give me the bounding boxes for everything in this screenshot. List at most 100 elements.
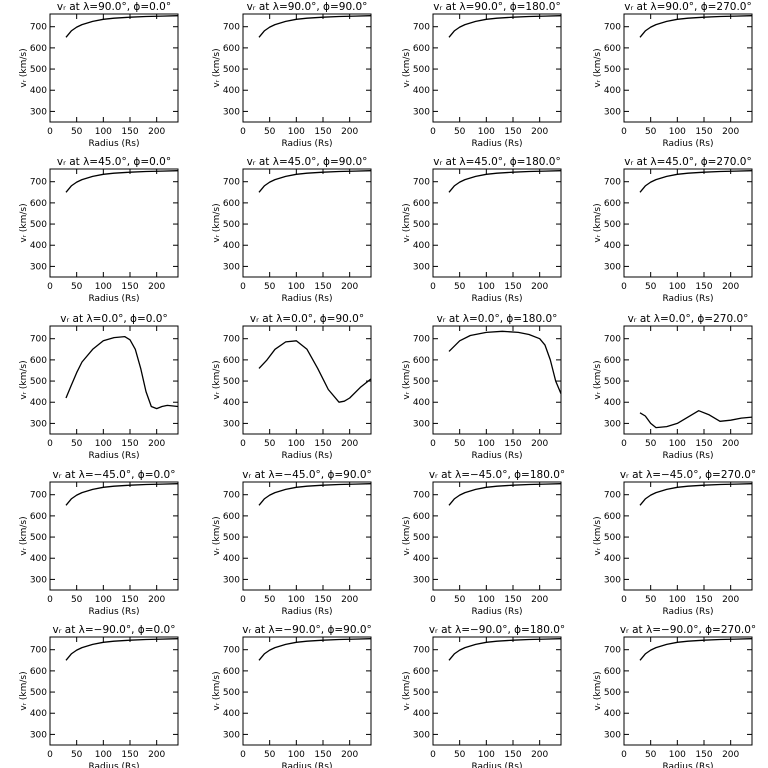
y-tick-label: 300 bbox=[30, 730, 47, 740]
y-tick-label: 600 bbox=[30, 44, 47, 54]
series-line bbox=[65, 638, 179, 661]
x-tick-label: 50 bbox=[645, 750, 657, 760]
y-tick-label: 700 bbox=[604, 178, 621, 188]
plot-frame bbox=[242, 168, 372, 278]
x-tick-label: 100 bbox=[288, 282, 305, 292]
y-tick-label: 600 bbox=[223, 356, 240, 366]
chart-panel-14: vᵣ at λ=−45.0°, ϕ=90.0° 0 50 100 150 200 300 40… bbox=[212, 469, 372, 617]
x-tick-label: 50 bbox=[264, 127, 276, 137]
y-tick-label: 600 bbox=[30, 667, 47, 677]
x-tick-label: 0 bbox=[621, 439, 627, 449]
x-tick-label: 200 bbox=[148, 282, 165, 292]
chart-title: vᵣ at λ=45.0°, ϕ=0.0° bbox=[57, 156, 171, 168]
plot-frame bbox=[432, 325, 562, 435]
x-tick-label: 150 bbox=[121, 439, 138, 449]
y-axis-label: vᵣ (km/s) bbox=[212, 48, 222, 87]
series-line bbox=[639, 410, 753, 429]
y-tick-label: 700 bbox=[413, 178, 430, 188]
x-tick-label: 0 bbox=[240, 282, 246, 292]
y-tick-label: 700 bbox=[223, 335, 240, 345]
y-tick-label: 500 bbox=[604, 377, 621, 387]
x-tick-label: 50 bbox=[264, 439, 276, 449]
y-tick-label: 500 bbox=[30, 220, 47, 230]
x-tick-label: 0 bbox=[430, 595, 436, 605]
x-tick-label: 150 bbox=[121, 127, 138, 137]
y-tick-label: 400 bbox=[413, 398, 430, 408]
plot-frame bbox=[49, 325, 179, 435]
x-tick-label: 50 bbox=[71, 127, 83, 137]
series-line bbox=[639, 483, 753, 506]
y-tick-label: 300 bbox=[223, 107, 240, 117]
chart-panel-12: vᵣ at λ=0.0°, ϕ=270.0° 0 50 100 150 200 300 400… bbox=[593, 313, 753, 461]
x-tick-label: 0 bbox=[240, 439, 246, 449]
series-line bbox=[258, 340, 372, 403]
x-tick-label: 150 bbox=[695, 750, 712, 760]
x-tick-label: 0 bbox=[621, 595, 627, 605]
series-line bbox=[258, 15, 372, 38]
x-axis-label: Radius (Rs) bbox=[471, 451, 522, 461]
y-tick-label: 400 bbox=[30, 86, 47, 96]
x-tick-label: 50 bbox=[645, 439, 657, 449]
chart-title: vᵣ at λ=−90.0°, ϕ=270.0° bbox=[620, 624, 756, 636]
x-axis-label: Radius (Rs) bbox=[88, 607, 139, 617]
y-tick-label: 500 bbox=[30, 65, 47, 75]
x-tick-label: 200 bbox=[531, 750, 548, 760]
x-tick-label: 100 bbox=[288, 595, 305, 605]
plot-frame bbox=[623, 481, 753, 591]
y-tick-label: 300 bbox=[223, 419, 240, 429]
series-line bbox=[639, 15, 753, 38]
y-axis-label: vᵣ (km/s) bbox=[593, 516, 603, 555]
x-tick-label: 100 bbox=[95, 127, 112, 137]
x-tick-label: 150 bbox=[504, 282, 521, 292]
y-tick-label: 500 bbox=[223, 688, 240, 698]
x-tick-label: 200 bbox=[531, 127, 548, 137]
y-tick-label: 700 bbox=[604, 23, 621, 33]
x-tick-label: 200 bbox=[722, 439, 739, 449]
x-axis-label: Radius (Rs) bbox=[471, 607, 522, 617]
chart-panel-6: vᵣ at λ=45.0°, ϕ=90.0° 0 50 100 150 200 300 400… bbox=[212, 156, 372, 304]
x-tick-label: 150 bbox=[695, 595, 712, 605]
y-tick-label: 600 bbox=[413, 667, 430, 677]
y-tick-label: 300 bbox=[223, 575, 240, 585]
y-tick-label: 500 bbox=[604, 688, 621, 698]
x-axis-label: Radius (Rs) bbox=[662, 607, 713, 617]
y-tick-label: 400 bbox=[413, 709, 430, 719]
y-axis-label: vᵣ (km/s) bbox=[593, 48, 603, 87]
x-axis-label: Radius (Rs) bbox=[471, 762, 522, 768]
plot-frame bbox=[623, 13, 753, 123]
y-tick-label: 400 bbox=[223, 86, 240, 96]
plot-frame bbox=[623, 325, 753, 435]
x-tick-label: 150 bbox=[121, 595, 138, 605]
y-tick-label: 300 bbox=[30, 419, 47, 429]
x-tick-label: 0 bbox=[47, 750, 53, 760]
y-tick-label: 600 bbox=[223, 199, 240, 209]
plot-frame bbox=[432, 636, 562, 746]
x-tick-label: 50 bbox=[454, 595, 466, 605]
plot-frame bbox=[49, 13, 179, 123]
y-axis-label: vᵣ (km/s) bbox=[19, 203, 29, 242]
chart-title: vᵣ at λ=−90.0°, ϕ=90.0° bbox=[242, 624, 372, 636]
chart-panel-16: vᵣ at λ=−45.0°, ϕ=270.0° 0 50 100 150 200 300 4… bbox=[593, 469, 756, 617]
y-axis-label: vᵣ (km/s) bbox=[402, 671, 412, 710]
x-tick-label: 50 bbox=[454, 127, 466, 137]
chart-panel-4: vᵣ at λ=90.0°, ϕ=270.0° 0 50 100 150 200 300 40… bbox=[593, 1, 753, 149]
x-axis-label: Radius (Rs) bbox=[662, 762, 713, 768]
y-tick-label: 500 bbox=[413, 688, 430, 698]
y-tick-label: 300 bbox=[30, 262, 47, 272]
chart-title: vᵣ at λ=−90.0°, ϕ=0.0° bbox=[53, 624, 176, 636]
y-tick-label: 400 bbox=[30, 241, 47, 251]
x-tick-label: 50 bbox=[264, 595, 276, 605]
x-tick-label: 200 bbox=[148, 750, 165, 760]
x-axis-label: Radius (Rs) bbox=[281, 451, 332, 461]
y-axis-label: vᵣ (km/s) bbox=[212, 516, 222, 555]
y-axis-label: vᵣ (km/s) bbox=[212, 203, 222, 242]
series-line bbox=[448, 330, 562, 395]
x-tick-label: 100 bbox=[478, 750, 495, 760]
x-tick-label: 150 bbox=[314, 282, 331, 292]
y-tick-label: 600 bbox=[413, 356, 430, 366]
x-axis-label: Radius (Rs) bbox=[662, 294, 713, 304]
y-tick-label: 700 bbox=[30, 491, 47, 501]
x-tick-label: 100 bbox=[478, 127, 495, 137]
chart-title: vᵣ at λ=0.0°, ϕ=270.0° bbox=[628, 313, 749, 325]
x-tick-label: 0 bbox=[240, 750, 246, 760]
